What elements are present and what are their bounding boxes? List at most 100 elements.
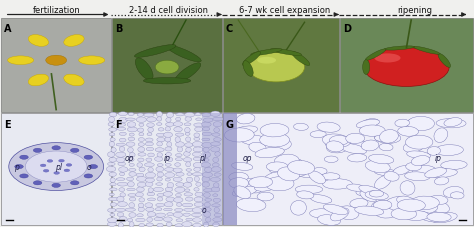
Ellipse shape	[158, 128, 164, 131]
Ellipse shape	[110, 213, 115, 216]
Ellipse shape	[175, 187, 185, 192]
Ellipse shape	[202, 207, 211, 212]
Ellipse shape	[410, 200, 438, 214]
Ellipse shape	[214, 173, 221, 177]
Bar	[202, 114, 222, 225]
Ellipse shape	[229, 173, 248, 182]
Ellipse shape	[337, 206, 359, 220]
Ellipse shape	[156, 112, 163, 117]
Ellipse shape	[139, 167, 145, 172]
Ellipse shape	[125, 208, 136, 211]
Ellipse shape	[84, 174, 92, 178]
Ellipse shape	[165, 137, 171, 142]
Ellipse shape	[229, 178, 249, 189]
Ellipse shape	[173, 212, 182, 217]
Ellipse shape	[157, 153, 163, 157]
Ellipse shape	[167, 213, 173, 216]
Ellipse shape	[108, 208, 116, 212]
Ellipse shape	[155, 61, 179, 74]
Bar	[112, 19, 222, 112]
Ellipse shape	[193, 223, 201, 227]
Ellipse shape	[173, 122, 182, 127]
Ellipse shape	[156, 183, 163, 185]
Ellipse shape	[176, 183, 184, 187]
Ellipse shape	[183, 183, 192, 188]
Ellipse shape	[167, 158, 173, 162]
Ellipse shape	[397, 196, 415, 206]
Ellipse shape	[325, 140, 343, 153]
Text: fertilization: fertilization	[33, 6, 81, 15]
Ellipse shape	[203, 148, 209, 153]
Ellipse shape	[182, 203, 192, 207]
Ellipse shape	[202, 143, 212, 148]
Ellipse shape	[108, 222, 117, 226]
Ellipse shape	[185, 117, 191, 122]
Ellipse shape	[192, 173, 202, 176]
Ellipse shape	[165, 188, 173, 192]
Ellipse shape	[15, 165, 23, 169]
Ellipse shape	[242, 52, 261, 66]
Ellipse shape	[350, 199, 368, 208]
Ellipse shape	[393, 166, 410, 175]
Ellipse shape	[329, 136, 349, 146]
Ellipse shape	[251, 49, 282, 56]
Ellipse shape	[192, 142, 202, 147]
Ellipse shape	[147, 192, 155, 196]
Ellipse shape	[425, 168, 447, 178]
Ellipse shape	[234, 186, 251, 199]
Ellipse shape	[203, 189, 213, 192]
Text: pl: pl	[199, 153, 206, 163]
Ellipse shape	[129, 164, 134, 167]
Ellipse shape	[117, 196, 124, 202]
Ellipse shape	[185, 197, 193, 201]
Ellipse shape	[165, 173, 175, 178]
Ellipse shape	[249, 177, 273, 188]
Ellipse shape	[155, 213, 165, 217]
Ellipse shape	[148, 153, 155, 157]
Ellipse shape	[323, 179, 352, 189]
Ellipse shape	[20, 174, 28, 178]
Ellipse shape	[213, 194, 218, 197]
Ellipse shape	[210, 112, 220, 117]
Ellipse shape	[321, 173, 340, 180]
Ellipse shape	[119, 217, 127, 222]
Ellipse shape	[255, 148, 284, 158]
Ellipse shape	[405, 136, 433, 149]
Ellipse shape	[148, 188, 153, 192]
Ellipse shape	[157, 138, 165, 142]
Ellipse shape	[9, 143, 103, 191]
Ellipse shape	[118, 183, 128, 186]
Ellipse shape	[110, 183, 116, 186]
Ellipse shape	[247, 53, 305, 82]
Ellipse shape	[129, 153, 135, 157]
Ellipse shape	[52, 146, 60, 150]
Ellipse shape	[427, 147, 440, 155]
Ellipse shape	[203, 159, 209, 162]
Ellipse shape	[363, 60, 370, 75]
Ellipse shape	[194, 202, 203, 207]
Ellipse shape	[405, 119, 424, 129]
Ellipse shape	[128, 148, 133, 153]
Ellipse shape	[139, 123, 144, 127]
Ellipse shape	[144, 114, 154, 117]
Ellipse shape	[20, 155, 28, 160]
Ellipse shape	[119, 133, 126, 136]
Ellipse shape	[147, 133, 152, 136]
Ellipse shape	[164, 133, 173, 138]
Ellipse shape	[322, 134, 350, 148]
Ellipse shape	[211, 147, 220, 152]
Ellipse shape	[110, 203, 117, 206]
Ellipse shape	[129, 133, 134, 136]
Ellipse shape	[202, 114, 211, 117]
Ellipse shape	[384, 172, 399, 181]
Text: 6-7 wk cell expansion: 6-7 wk cell expansion	[239, 6, 330, 15]
Ellipse shape	[278, 167, 300, 181]
Ellipse shape	[403, 141, 424, 153]
Text: D: D	[343, 24, 351, 34]
Ellipse shape	[166, 46, 201, 63]
Ellipse shape	[109, 142, 115, 147]
Ellipse shape	[196, 118, 202, 121]
Ellipse shape	[175, 154, 182, 157]
Ellipse shape	[292, 52, 310, 66]
Ellipse shape	[285, 165, 308, 174]
